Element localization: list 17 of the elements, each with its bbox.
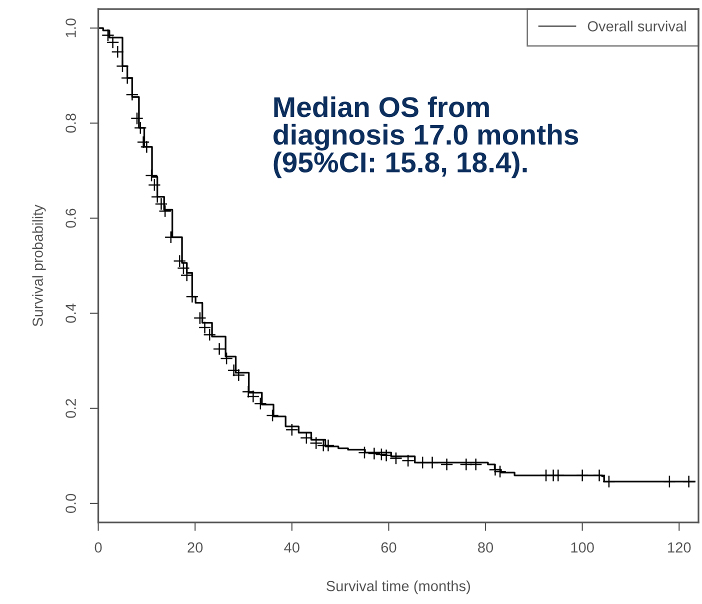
- y-tick-label: 0.2: [66, 398, 76, 418]
- x-tick-label: 100: [571, 542, 594, 553]
- y-tick-label: 0.4: [66, 304, 76, 323]
- x-tick-label: 80: [478, 542, 494, 553]
- y-tick-label: 0.8: [66, 114, 76, 133]
- x-axis-title: Survival time (months): [326, 580, 470, 594]
- x-tick-label: 60: [381, 542, 396, 553]
- annotation: Median OS from diagnosis 17.0 months (95%CI: 15.8, 18.4).: [274, 96, 578, 178]
- y-tick-label: 0.0: [66, 494, 76, 514]
- x-tick-label: 40: [284, 542, 300, 553]
- x-tick-label: 0: [94, 542, 102, 553]
- y-tick-label: 0.6: [66, 208, 76, 228]
- y-tick-label: 1.0: [66, 18, 76, 38]
- x-tick-label: 120: [668, 542, 691, 553]
- y-axis-title: Survival probability: [32, 204, 46, 326]
- text: Overall survival: [588, 20, 686, 32]
- x-tick-label: 20: [188, 542, 203, 553]
